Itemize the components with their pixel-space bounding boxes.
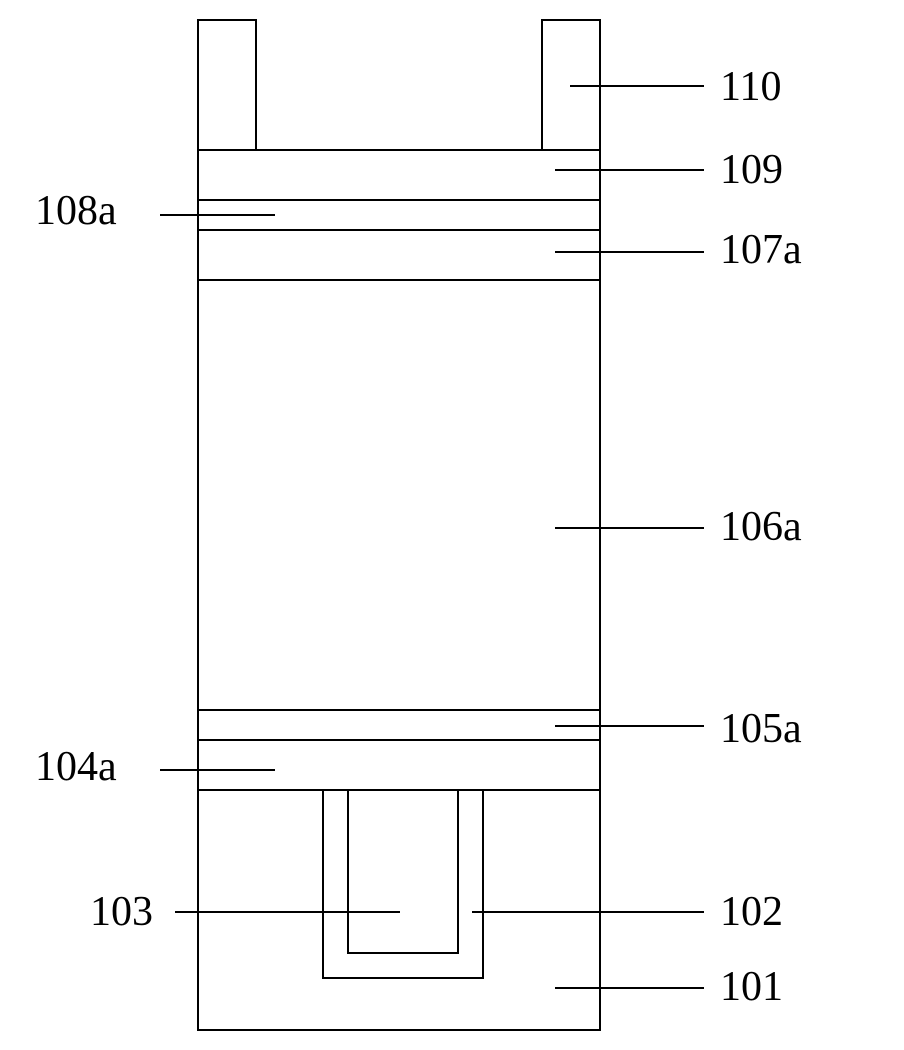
layer-110-left (198, 20, 256, 150)
label-102: 102 (720, 889, 783, 935)
layer-107a (198, 230, 600, 280)
label-110: 110 (720, 64, 781, 110)
label-105a: 105a (720, 706, 802, 752)
layer-105a (198, 710, 600, 740)
layer-106a (198, 280, 600, 710)
inner-103 (348, 790, 458, 953)
label-103: 103 (90, 889, 153, 935)
label-106a: 106a (720, 504, 802, 550)
label-107a: 107a (720, 227, 802, 273)
label-108a: 108a (35, 188, 117, 234)
layer-structure-diagram: 110 109 108a 107a 106a 105a 104a 103 102 101 (0, 0, 904, 1050)
layer-104a (198, 740, 600, 790)
label-101: 101 (720, 964, 783, 1010)
label-109: 109 (720, 147, 783, 193)
layer-109 (198, 150, 600, 200)
layer-101 (198, 790, 600, 1030)
label-104a: 104a (35, 744, 117, 790)
